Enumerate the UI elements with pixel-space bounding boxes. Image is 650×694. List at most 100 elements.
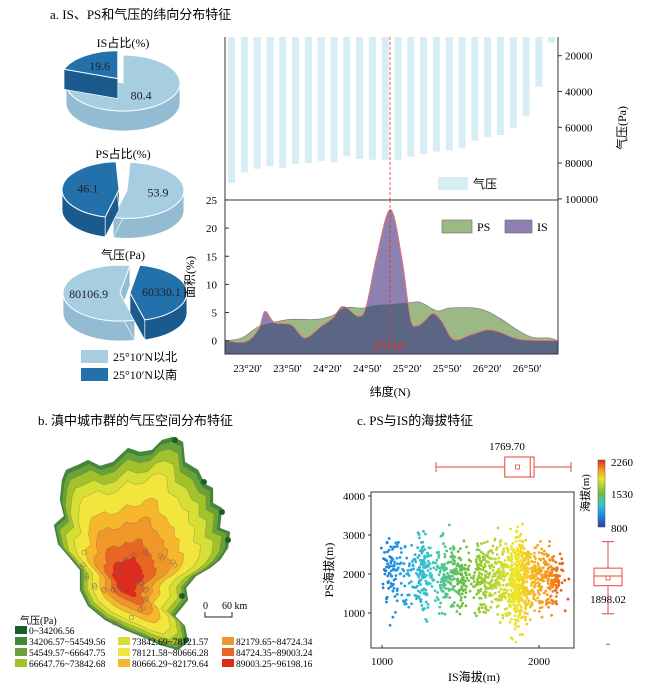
panel-b-title: b. 滇中城市群的气压空间分布特征 bbox=[38, 413, 233, 428]
scatter-point bbox=[519, 566, 523, 569]
scatter-point bbox=[406, 593, 410, 597]
scatter-point bbox=[480, 550, 483, 554]
pressure-bar bbox=[548, 37, 556, 43]
scatter-point bbox=[510, 554, 514, 558]
scatter-point bbox=[428, 546, 432, 550]
legend-swatch-pressure bbox=[438, 177, 468, 190]
scatter-point bbox=[484, 607, 488, 611]
scatter-point bbox=[542, 552, 546, 556]
scatter-point bbox=[544, 576, 547, 580]
pie-title: 气压(Pa) bbox=[101, 247, 145, 262]
scatter-point bbox=[386, 580, 390, 584]
pressure-bar bbox=[240, 37, 248, 173]
mean-marker bbox=[605, 575, 611, 581]
scatter-point bbox=[396, 566, 400, 570]
scatter-point bbox=[521, 633, 525, 637]
scatter-point bbox=[394, 568, 398, 572]
scatter-point bbox=[521, 522, 524, 526]
scatter-point bbox=[510, 617, 513, 621]
scatter-point bbox=[421, 549, 425, 553]
scatter-point bbox=[420, 604, 424, 607]
scatter-point bbox=[440, 589, 444, 593]
scatter-point bbox=[529, 552, 533, 556]
scatter-point bbox=[461, 581, 465, 585]
scatter-point bbox=[512, 573, 516, 576]
scatter-point bbox=[536, 562, 540, 565]
scatter-point bbox=[499, 560, 503, 564]
y-tick-label: 15 bbox=[206, 251, 218, 263]
scatter-point bbox=[442, 569, 446, 572]
scatter-point bbox=[535, 571, 538, 575]
scatter-point bbox=[546, 563, 550, 566]
scatter-point bbox=[449, 560, 453, 564]
scatter-point bbox=[547, 605, 550, 609]
scatter-point bbox=[418, 549, 422, 553]
scatter-point bbox=[400, 593, 404, 597]
scatter-point bbox=[522, 563, 526, 567]
city-marker bbox=[116, 570, 122, 577]
scatter-point bbox=[526, 558, 530, 562]
scatter-point bbox=[385, 600, 388, 604]
scatter-point bbox=[399, 551, 403, 554]
scatter-point bbox=[514, 590, 518, 594]
scatter-point bbox=[514, 594, 518, 598]
scatter-point bbox=[476, 542, 479, 546]
scatter-point bbox=[452, 601, 456, 605]
scatter-point bbox=[519, 596, 523, 600]
scatter-point bbox=[507, 600, 511, 603]
scatter-point bbox=[524, 587, 528, 591]
scatter-point bbox=[525, 596, 529, 600]
pressure-bar bbox=[368, 37, 376, 160]
scatter-point bbox=[560, 557, 564, 561]
scatter-point bbox=[440, 611, 444, 615]
pie-title: IS占比(%) bbox=[97, 35, 150, 50]
scatter-point bbox=[516, 582, 520, 586]
y-axis-label: PS海拔(m) bbox=[321, 543, 336, 598]
city-marker bbox=[141, 549, 148, 555]
scatter-point bbox=[518, 633, 522, 636]
scatter-point bbox=[539, 540, 542, 543]
scatter-point bbox=[472, 574, 476, 578]
scatter-point bbox=[472, 596, 476, 599]
scatter-point bbox=[446, 580, 450, 584]
scatter-point bbox=[417, 589, 420, 593]
y-tick-label: 20 bbox=[206, 223, 218, 235]
scatter-point bbox=[385, 565, 388, 569]
scatter-point bbox=[500, 598, 504, 602]
scatter-point bbox=[496, 575, 500, 579]
scatter-point bbox=[542, 549, 546, 553]
legend-label-ps: PS bbox=[477, 220, 490, 234]
scatter-point bbox=[497, 571, 500, 575]
scatter-point bbox=[393, 545, 397, 549]
scatter-point bbox=[520, 560, 524, 564]
scatter-point bbox=[418, 570, 422, 573]
scatter-point bbox=[477, 548, 481, 552]
city-marker bbox=[115, 621, 121, 627]
scatter-point bbox=[437, 555, 441, 559]
scatter-point bbox=[533, 568, 537, 572]
scatter-point bbox=[426, 551, 429, 555]
pressure-bar bbox=[509, 37, 517, 128]
scatter-point bbox=[474, 583, 478, 587]
scatter-point bbox=[517, 580, 521, 583]
scatter-point bbox=[538, 571, 541, 575]
scatter-point bbox=[526, 552, 530, 556]
y-tick-label: 3000 bbox=[343, 530, 366, 542]
scatter-point bbox=[512, 603, 515, 607]
scatter-point bbox=[517, 552, 520, 556]
scatter-point bbox=[435, 596, 439, 599]
scatter-point bbox=[460, 573, 464, 577]
scatter-point bbox=[458, 580, 462, 584]
map-legend: 0~34206.5634206.57~54549.5654549.57~6664… bbox=[15, 626, 313, 670]
box bbox=[504, 456, 535, 478]
scatter-point bbox=[484, 593, 488, 597]
scatter-point bbox=[561, 561, 565, 565]
scatter-point bbox=[525, 603, 528, 607]
city-marker bbox=[80, 562, 86, 568]
scatter-point bbox=[385, 595, 389, 599]
pressure-zone-lowest bbox=[172, 437, 178, 443]
pressure-bar bbox=[496, 37, 505, 135]
scatter-point bbox=[537, 564, 540, 567]
scatter-point bbox=[509, 552, 513, 556]
scatter-point bbox=[513, 627, 517, 631]
